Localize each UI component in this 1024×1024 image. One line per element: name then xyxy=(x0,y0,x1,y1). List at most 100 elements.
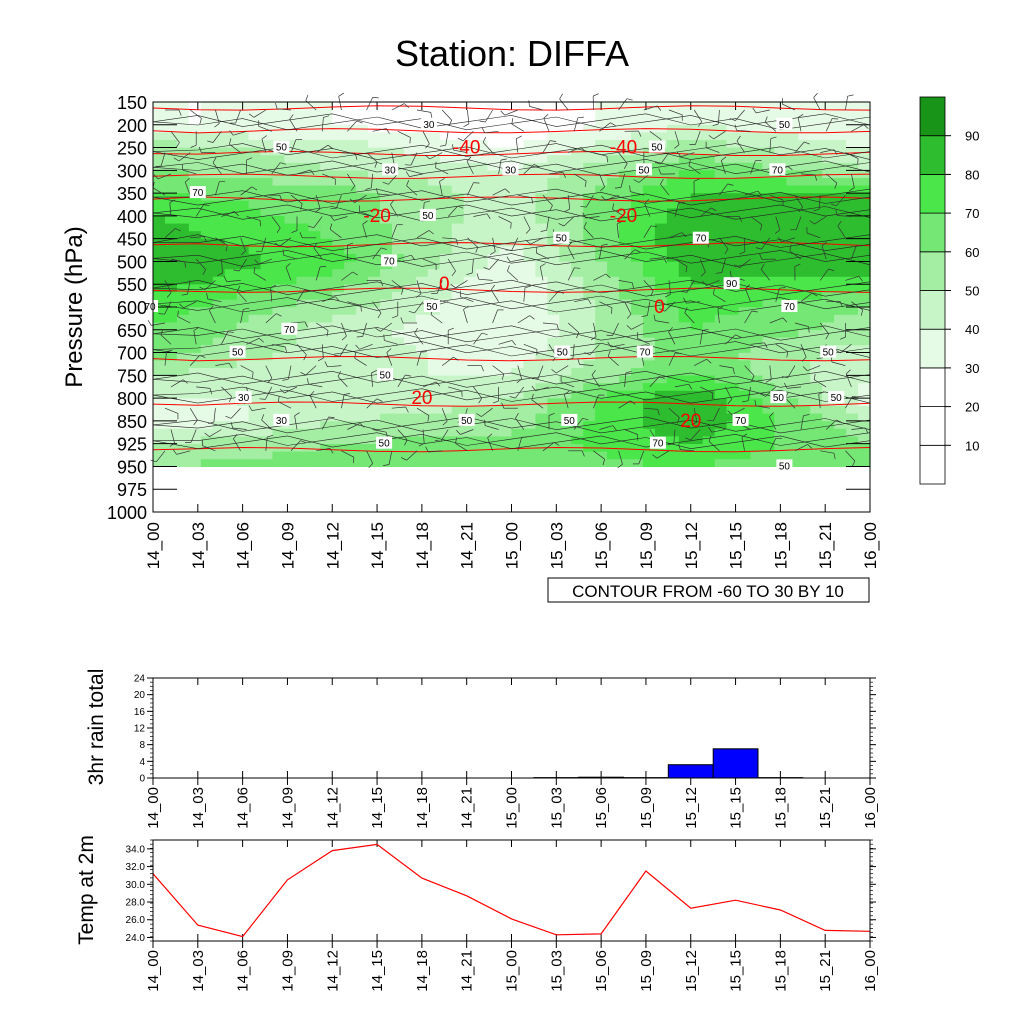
humidity-cell xyxy=(236,200,250,209)
humidity-cell xyxy=(188,375,202,384)
humidity-cell xyxy=(164,216,178,225)
humidity-cell xyxy=(439,185,453,194)
wind-barb-feather xyxy=(760,393,766,397)
humidity-cell xyxy=(296,314,309,323)
wind-barb xyxy=(429,152,443,160)
humidity-cell xyxy=(248,292,262,301)
humidity-cell xyxy=(260,390,274,399)
wind-barb xyxy=(563,394,569,409)
colorbar-box xyxy=(919,406,946,446)
humidity-cell xyxy=(535,223,548,232)
wind-barb-feather xyxy=(303,354,307,361)
humidity-cell xyxy=(451,132,465,141)
wind-barb xyxy=(384,340,398,345)
wind-barb xyxy=(190,236,205,239)
humidity-cell xyxy=(356,254,369,263)
humidity-cell xyxy=(344,292,357,301)
humidity-cell xyxy=(415,368,429,377)
humidity-cell xyxy=(153,178,166,187)
humidity-cell xyxy=(619,102,632,111)
humidity-cell xyxy=(702,398,716,407)
wind-barb xyxy=(523,287,526,302)
humidity-cell xyxy=(463,200,477,209)
wind-barb-feather xyxy=(657,409,660,416)
contour-label-text: 50 xyxy=(276,143,288,154)
humidity-cell xyxy=(368,345,381,354)
humidity-cell xyxy=(153,459,166,468)
humidity-cell xyxy=(176,444,190,453)
humidity-cell xyxy=(726,147,740,156)
humidity-cell xyxy=(164,223,178,232)
humidity-cell xyxy=(320,330,333,339)
humidity-cell xyxy=(547,330,560,339)
humidity-cell xyxy=(511,375,525,384)
wind-barb xyxy=(668,407,680,418)
contour-label: 30 xyxy=(420,117,437,131)
humidity-cell xyxy=(846,383,859,392)
humidity-cell xyxy=(774,360,787,369)
humidity-cell xyxy=(200,459,214,468)
humidity-cell xyxy=(224,330,238,339)
humidity-cell xyxy=(607,436,620,445)
humidity-cell xyxy=(535,368,548,377)
colorbar-box xyxy=(919,251,946,291)
humidity-cell xyxy=(451,322,465,331)
humidity-cell xyxy=(415,269,429,278)
humidity-cell xyxy=(738,140,752,149)
humidity-cell xyxy=(774,322,787,331)
humidity-cell xyxy=(236,124,250,133)
humidity-cell xyxy=(762,421,775,430)
humidity-cell xyxy=(678,322,692,331)
wind-barb-feather xyxy=(659,308,665,312)
humidity-cell xyxy=(260,322,274,331)
y-tick-label: 8 xyxy=(139,740,145,751)
humidity-cell xyxy=(619,330,632,339)
humidity-cell xyxy=(403,200,417,209)
humidity-cell xyxy=(511,155,525,164)
humidity-cell xyxy=(762,375,775,384)
contour-label-bg xyxy=(376,436,393,449)
humidity-cell xyxy=(320,238,333,247)
colorbar-box xyxy=(919,367,946,407)
contour-label: 70 xyxy=(781,300,798,313)
humidity-cell xyxy=(212,132,226,141)
humidity-cell xyxy=(654,459,668,468)
humidity-cell xyxy=(487,292,501,301)
wind-barb-feather xyxy=(435,381,441,387)
contour-label-text: 70 xyxy=(384,256,396,267)
wind-barb xyxy=(322,296,336,303)
contour-label: 70 xyxy=(769,163,786,176)
contour-label: 30 xyxy=(273,413,290,427)
wind-barb xyxy=(573,418,583,430)
humidity-cell xyxy=(595,413,608,422)
humidity-cell xyxy=(535,162,548,171)
wind-barb-feather xyxy=(463,305,469,310)
humidity-cell xyxy=(272,314,286,323)
humidity-cell xyxy=(475,162,489,171)
humidity-cell xyxy=(332,390,345,399)
wind-barb xyxy=(806,232,821,239)
humidity-cell xyxy=(427,413,441,422)
humidity-cell xyxy=(176,413,190,422)
humidity-cell xyxy=(511,102,525,111)
humidity-cell xyxy=(559,269,572,278)
wind-barb xyxy=(599,301,613,309)
humidity-cell xyxy=(308,444,321,453)
humidity-cell xyxy=(583,307,596,316)
humidity-cell xyxy=(284,360,297,369)
humidity-cell xyxy=(607,185,620,194)
humidity-cell xyxy=(236,254,250,263)
humidity-cell xyxy=(523,147,536,156)
humidity-cell xyxy=(475,216,489,225)
humidity-cell xyxy=(272,231,286,240)
wind-barb-feather xyxy=(632,282,634,289)
humidity-cell xyxy=(164,352,178,361)
humidity-cell xyxy=(595,375,608,384)
wind-barb-feather xyxy=(371,369,377,374)
wind-barb-feather xyxy=(511,118,514,125)
humidity-cell xyxy=(499,375,513,384)
humidity-cell xyxy=(858,428,871,437)
wind-barb-feather xyxy=(836,419,842,423)
wind-barb-feather xyxy=(455,437,457,444)
humidity-cell xyxy=(403,155,417,164)
